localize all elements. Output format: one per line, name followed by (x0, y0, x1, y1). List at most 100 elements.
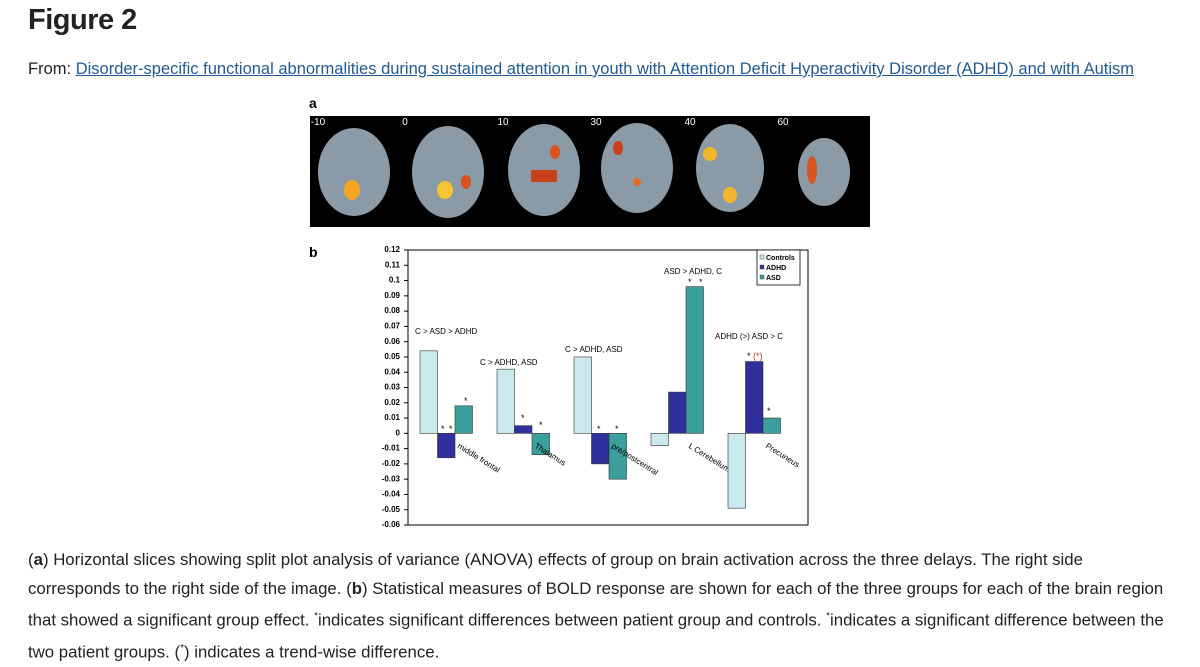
bar (419, 350, 438, 434)
y-tick-label: 0.1 (389, 276, 401, 285)
legend-label: ASD (766, 275, 781, 282)
activation-blob (550, 145, 560, 159)
y-tick-label: -0.03 (382, 474, 401, 483)
brain-slices (318, 123, 850, 218)
slice-label: 40 (684, 117, 696, 128)
bar (762, 417, 781, 434)
brain-slice (412, 126, 484, 218)
activation-blob (461, 175, 471, 189)
bar (514, 425, 533, 434)
activation-blob (613, 141, 623, 155)
bar (531, 433, 550, 456)
caption-text: ) Statistical measures of BOLD response … (28, 578, 1164, 630)
significance-mark: * (688, 277, 692, 287)
trend-mark: (*) (753, 351, 763, 361)
significance-mark: * (449, 424, 453, 434)
y-tick-label: 0.04 (384, 367, 400, 376)
caption-text: indicates a significant difference betwe… (28, 610, 1164, 662)
annotation: C > ASD > ADHD (415, 327, 477, 336)
activation-blob (807, 156, 817, 184)
bar-chart: 0.12 0.11 0.1 0.09 0.08 0.07 0.06 0.05 0.04 0.03 0… (382, 245, 809, 529)
activation-blob (723, 187, 737, 203)
annotation: ADHD (>) ASD > C (715, 332, 783, 341)
article-link[interactable]: Disorder-specific functional abnormaliti… (75, 60, 1134, 78)
slice-label: 0 (402, 117, 408, 128)
caption-text: b (351, 578, 362, 598)
y-tick-label: -0.06 (382, 520, 401, 529)
brain-slice (601, 123, 673, 213)
caption-text: * (180, 643, 184, 655)
figure-title: Figure 2 (28, 4, 137, 36)
bar (573, 356, 592, 434)
figure: a -10 0 10 30 40 60 b 0.12 0.11 0.1 0.09 0.08 0.07… (309, 95, 870, 529)
source-line: From: Disorder-specific functional abnor… (28, 60, 1134, 79)
y-tick-label: 0.09 (384, 291, 400, 300)
y-tick-label: 0.06 (384, 337, 400, 346)
caption-text: ) Horizontal slices showing split plot a… (28, 550, 1083, 598)
annotation: C > ADHD, ASD (480, 358, 538, 367)
y-tick-label: 0.02 (384, 398, 400, 407)
bar (437, 433, 456, 459)
significance-mark: * (521, 413, 525, 423)
activation-blob (633, 178, 641, 186)
significance-mark: * (699, 277, 703, 287)
y-tick-label: 0.11 (385, 260, 401, 269)
bar (454, 405, 473, 434)
activation-blob (703, 147, 717, 161)
significance-mark: * (464, 396, 468, 406)
activation-blob (437, 181, 453, 199)
brain-slice (318, 128, 390, 216)
brain-panel (310, 116, 870, 227)
bar (591, 433, 610, 465)
y-tick-label: 0.07 (384, 321, 400, 330)
y-tick-label: 0.08 (384, 306, 400, 315)
caption-text: ( (28, 550, 34, 569)
bar (668, 391, 687, 434)
bar (650, 433, 669, 446)
bar (496, 368, 515, 434)
annotation: ASD > ADHD, C (664, 267, 722, 276)
legend-swatch (759, 264, 765, 270)
slice-labels: -10 0 10 30 40 60 (311, 117, 789, 128)
significance-mark: * (597, 424, 601, 434)
caption-text: * (826, 611, 831, 622)
panel-label: a (309, 95, 317, 111)
annotation: C > ADHD, ASD (565, 345, 623, 354)
bar (727, 433, 746, 509)
slice-label: -10 (311, 117, 326, 128)
y-tick-label: 0.12 (384, 245, 400, 254)
y-tick-label: -0.05 (382, 505, 401, 514)
legend-label: Controls (766, 255, 795, 262)
slice-label: 10 (497, 117, 509, 128)
legend-label: ADHD (766, 265, 786, 272)
significance-mark: * (539, 420, 543, 430)
slice-label: 30 (590, 117, 602, 128)
caption-text: * (314, 611, 318, 622)
activation-blob (531, 170, 557, 182)
bar (745, 361, 764, 434)
panel-label: b (309, 244, 318, 260)
slice-label: 60 (777, 117, 789, 128)
y-tick-label: 0.03 (384, 383, 400, 392)
y-tick-label: 0.01 (384, 413, 400, 422)
caption-text: a (33, 550, 43, 569)
significance-mark: * (615, 424, 619, 434)
x-tick-label: L Cerebellum (687, 441, 732, 474)
y-tick-label: -0.01 (382, 444, 401, 453)
y-tick-label: 0 (396, 428, 401, 437)
legend-swatch (759, 274, 765, 280)
y-tick-label: -0.04 (382, 490, 401, 499)
x-tick-label: middle frontal (456, 441, 502, 474)
caption-text: ) indicates a trend-wise difference. (183, 642, 440, 662)
significance-mark: * (441, 424, 445, 434)
legend-swatch (759, 254, 765, 260)
activation-blob (344, 180, 360, 200)
from-label: From: (28, 60, 72, 78)
y-tick-label: -0.02 (382, 459, 401, 468)
figure-caption: (a) Horizontal slices showing split plot… (28, 546, 1178, 667)
brain-slice (696, 124, 764, 212)
significance-mark: * (767, 406, 771, 416)
bar (608, 433, 627, 480)
bar (685, 286, 704, 434)
